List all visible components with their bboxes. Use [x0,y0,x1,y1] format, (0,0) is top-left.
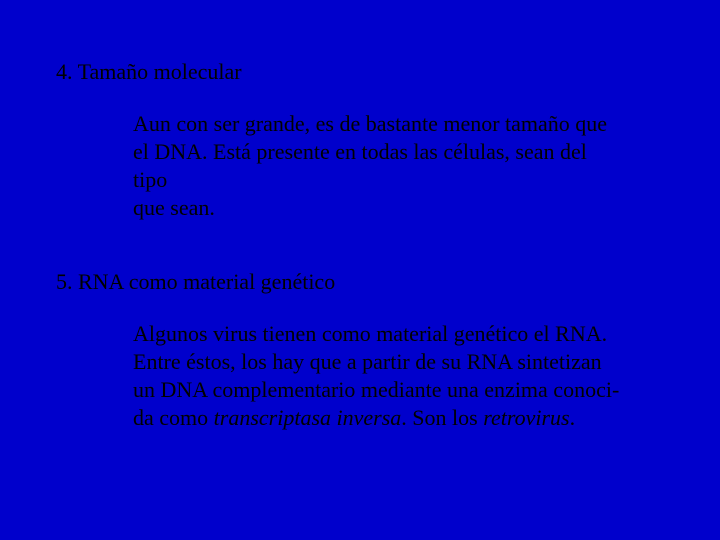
section-1-line-2: el DNA. Está presente en todas las célul… [133,139,587,192]
section-1-body: Aun con ser grande, es de bastante menor… [133,110,623,223]
section-1-line-3: que sean. [133,195,215,220]
section-2-line-4-italic-2: retrovirus [483,405,569,430]
section-2-heading: 5. RNA como material genético [56,268,335,296]
section-2-line-2: Entre éstos, los hay que a partir de su … [133,349,602,374]
section-1-line-1: Aun con ser grande, es de bastante menor… [133,111,607,136]
slide: 4. Tamaño molecular Aun con ser grande, … [0,0,720,540]
section-2-line-4-italic-1: transcriptasa inversa [214,405,402,430]
section-1-heading: 4. Tamaño molecular [56,58,242,86]
section-2-body: Algunos virus tienen como material genét… [133,320,623,433]
section-2-line-1: Algunos virus tienen como material genét… [133,321,607,346]
section-2-line-3: un DNA complementario mediante una enzim… [133,377,619,402]
section-2-line-4-part-2: . Son los [401,405,483,430]
section-2-line-4-part-3: . [570,405,576,430]
section-2-line-4-part-1: da como [133,405,214,430]
